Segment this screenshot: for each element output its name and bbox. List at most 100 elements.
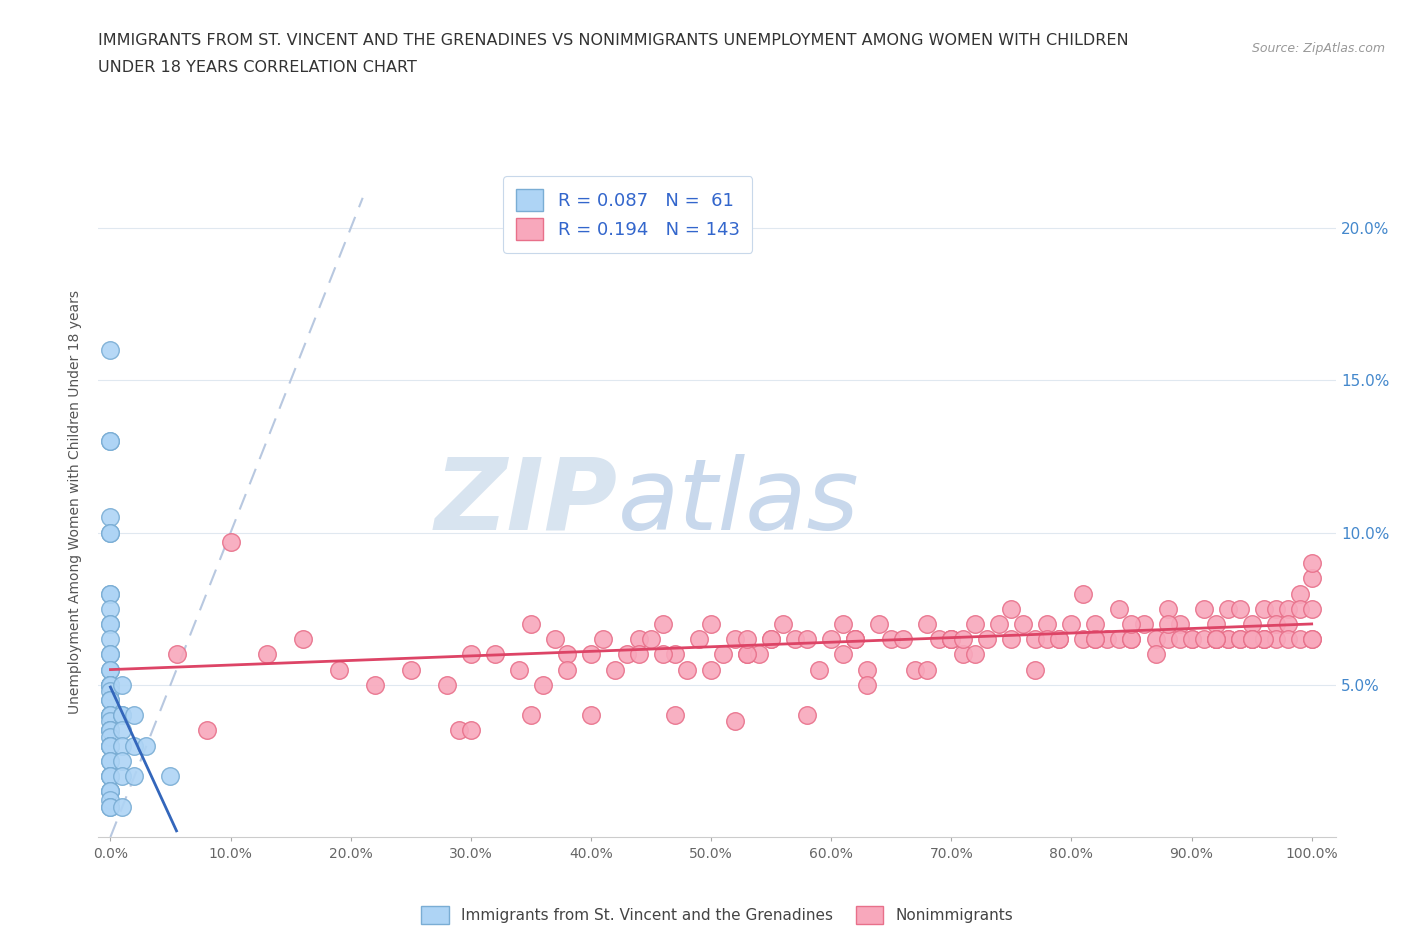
Point [965, 647, 987, 662]
Point [555, 662, 578, 677]
Point [1240, 631, 1263, 646]
Point [785, 631, 807, 646]
Point [100, 677, 122, 692]
Point [1047, 631, 1070, 646]
Point [627, 647, 650, 662]
Point [111, 738, 134, 753]
Point [1253, 631, 1275, 646]
Y-axis label: Unemployment Among Women with Children Under 18 years: Unemployment Among Women with Children U… [69, 290, 83, 714]
Point [928, 631, 950, 646]
Point [166, 647, 188, 662]
Point [100, 738, 122, 753]
Point [1216, 631, 1239, 646]
Point [735, 647, 758, 662]
Point [1240, 631, 1263, 646]
Point [856, 677, 879, 692]
Point [100, 784, 122, 799]
Text: Source: ZipAtlas.com: Source: ZipAtlas.com [1251, 42, 1385, 55]
Point [1144, 647, 1167, 662]
Point [735, 631, 758, 646]
Point [100, 662, 122, 677]
Point [1156, 617, 1178, 631]
Point [1084, 631, 1107, 646]
Point [111, 677, 134, 692]
Point [111, 723, 134, 737]
Point [100, 434, 122, 449]
Point [759, 631, 782, 646]
Point [100, 793, 122, 808]
Point [1192, 602, 1215, 617]
Point [100, 677, 122, 692]
Point [1216, 602, 1239, 617]
Point [364, 677, 387, 692]
Point [1288, 631, 1310, 646]
Point [544, 631, 567, 646]
Point [652, 617, 675, 631]
Point [917, 617, 939, 631]
Point [941, 631, 963, 646]
Point [1168, 617, 1191, 631]
Point [159, 769, 181, 784]
Point [579, 647, 602, 662]
Point [1168, 631, 1191, 646]
Point [796, 708, 818, 723]
Point [100, 738, 122, 753]
Point [652, 647, 675, 662]
Point [100, 723, 122, 737]
Point [1205, 631, 1227, 646]
Point [1144, 631, 1167, 646]
Point [436, 677, 458, 692]
Point [100, 784, 122, 799]
Text: ZIP: ZIP [434, 454, 619, 551]
Point [460, 723, 482, 737]
Point [484, 647, 506, 662]
Point [100, 708, 122, 723]
Text: IMMIGRANTS FROM ST. VINCENT AND THE GRENADINES VS NONIMMIGRANTS UNEMPLOYMENT AMO: IMMIGRANTS FROM ST. VINCENT AND THE GREN… [98, 33, 1129, 47]
Point [1216, 631, 1239, 646]
Point [579, 708, 602, 723]
Point [1060, 617, 1083, 631]
Point [627, 631, 650, 646]
Point [1288, 586, 1310, 601]
Point [100, 708, 122, 723]
Point [700, 662, 723, 677]
Point [904, 662, 927, 677]
Point [100, 677, 122, 692]
Point [508, 662, 530, 677]
Point [124, 708, 146, 723]
Point [100, 617, 122, 631]
Point [1024, 662, 1046, 677]
Point [219, 535, 242, 550]
Point [1180, 631, 1202, 646]
Point [1121, 631, 1143, 646]
Point [664, 708, 686, 723]
Point [1036, 617, 1059, 631]
Point [555, 647, 578, 662]
Point [100, 738, 122, 753]
Point [832, 617, 855, 631]
Point [1156, 602, 1178, 617]
Point [100, 769, 122, 784]
Point [1132, 617, 1154, 631]
Point [1253, 631, 1275, 646]
Point [328, 662, 350, 677]
Point [808, 662, 831, 677]
Point [616, 647, 638, 662]
Point [1264, 602, 1286, 617]
Point [917, 662, 939, 677]
Point [844, 631, 866, 646]
Point [711, 647, 734, 662]
Point [100, 586, 122, 601]
Point [100, 799, 122, 814]
Point [1108, 602, 1130, 617]
Point [100, 723, 122, 737]
Point [856, 662, 879, 677]
Point [256, 647, 278, 662]
Point [100, 708, 122, 723]
Point [100, 434, 122, 449]
Point [111, 769, 134, 784]
Point [603, 662, 626, 677]
Point [1205, 631, 1227, 646]
Point [1277, 617, 1299, 631]
Point [100, 525, 122, 540]
